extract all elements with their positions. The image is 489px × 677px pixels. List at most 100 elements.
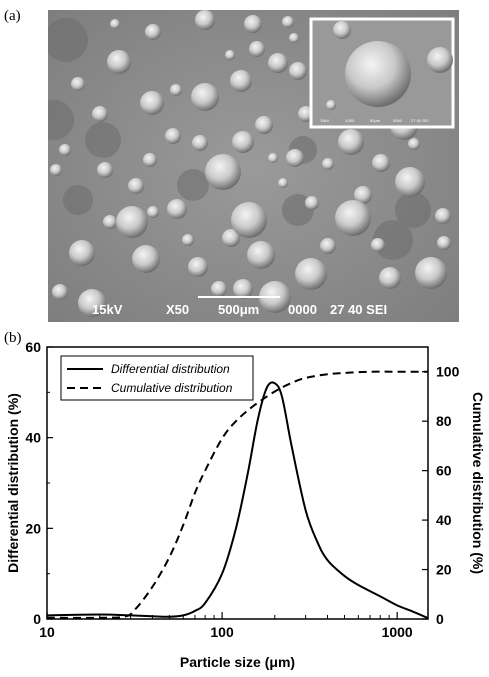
left-tick-label: 0 (33, 611, 41, 627)
powder-particle (205, 154, 241, 190)
powder-particle (195, 10, 215, 30)
powder-particle (232, 131, 254, 153)
panel-a-label: (a) (4, 8, 21, 24)
inset-caption-code: 0000 (393, 118, 403, 123)
powder-particle (233, 279, 253, 299)
right-axis: 0 20 40 60 80 100 (422, 364, 460, 627)
substrate-pit (85, 122, 121, 158)
powder-particle (191, 83, 219, 111)
powder-particle (437, 236, 451, 250)
legend-label-cumulative: Cumulative distribution (111, 381, 233, 395)
powder-particle (92, 106, 108, 122)
x-axis: 10 100 1000 (39, 612, 413, 640)
sem-image-drawing: 15kV X300 50μm 0000 27 40 SEI 15kV X50 5… (48, 10, 459, 322)
sem-caption: 15kV X50 500μm 0000 27 40 SEI (92, 296, 387, 317)
powder-particle (97, 162, 113, 178)
legend: Differential distribution Cumulative dist… (60, 355, 254, 401)
powder-particle (278, 178, 288, 188)
sem-micrograph: 15kV X300 50μm 0000 27 40 SEI 15kV X50 5… (48, 10, 459, 322)
right-tick-label: 100 (436, 364, 460, 380)
left-axis: 0 20 40 60 (25, 339, 53, 627)
powder-particle (192, 135, 208, 151)
sem-caption-code: 0000 (288, 302, 317, 317)
powder-particle (408, 138, 420, 150)
powder-particle (50, 164, 62, 176)
powder-particle (165, 128, 181, 144)
substrate-pit (48, 100, 74, 140)
powder-particle (103, 215, 117, 229)
powder-particle (230, 70, 252, 92)
powder-particle (247, 241, 275, 269)
inset-caption-scale: 50μm (370, 118, 381, 123)
differential-distribution-line (46, 381, 429, 620)
x-tick-label: 1000 (382, 624, 413, 640)
powder-particle (372, 154, 390, 172)
powder-particle (268, 153, 278, 163)
sem-caption-scale: 500μm (218, 302, 259, 317)
powder-particle (147, 206, 159, 218)
series-layer (46, 370, 429, 620)
powder-particle (188, 257, 208, 277)
powder-particle (140, 91, 164, 115)
powder-particle (320, 238, 336, 254)
inset-caption-voltage: 15kV (320, 118, 329, 123)
inset-caption-id: 27 40 SEI (411, 118, 429, 123)
y-axis-left-label: Differential distribution (%) (5, 393, 21, 573)
right-tick-label: 80 (436, 413, 452, 429)
powder-particle (69, 240, 95, 266)
powder-particle (395, 167, 425, 197)
powder-particle (182, 234, 194, 246)
x-axis-label: Particle size (μm) (180, 654, 295, 670)
right-tick-label: 40 (436, 512, 452, 528)
left-tick-label: 60 (25, 339, 41, 355)
powder-particle (145, 24, 161, 40)
sem-caption-voltage: 15kV (92, 302, 123, 317)
right-tick-label: 0 (436, 611, 444, 627)
powder-particle (354, 186, 372, 204)
powder-particle (167, 199, 187, 219)
legend-box (60, 355, 254, 401)
powder-particle (322, 158, 334, 170)
substrate-pit (63, 185, 93, 215)
substrate-pit (177, 169, 209, 201)
left-tick-label: 20 (25, 520, 41, 536)
powder-particle (282, 16, 294, 28)
powder-particle (132, 245, 160, 273)
x-tick-label: 100 (210, 624, 234, 640)
y-axis-right-label: Cumulative distribution (%) (470, 392, 486, 574)
powder-particle (222, 229, 240, 247)
particle-size-chart: 0 20 40 60 0 20 40 60 80 100 10 100 1000 Different… (5, 339, 486, 670)
powder-particle (225, 50, 235, 60)
powder-particle (268, 53, 288, 73)
right-tick-label: 60 (436, 463, 452, 479)
powder-particle (305, 196, 319, 210)
powder-particle (143, 153, 157, 167)
sem-inset: 15kV X300 50μm 0000 27 40 SEI (309, 17, 455, 129)
substrate-pit (373, 220, 413, 260)
powder-particle (59, 144, 71, 156)
powder-particle (371, 238, 385, 252)
legend-label-differential: Differential distribution (111, 362, 230, 376)
powder-particle (52, 284, 68, 300)
substrate-pit (48, 18, 88, 62)
powder-particle (231, 202, 267, 238)
x-tick-label: 10 (39, 624, 55, 640)
powder-particle (110, 19, 120, 29)
powder-particle (107, 50, 131, 74)
cumulative-distribution-line (46, 370, 428, 619)
powder-particle (116, 206, 148, 238)
powder-particle (295, 258, 327, 290)
powder-particle (286, 149, 304, 167)
sem-caption-magnification: X50 (166, 302, 189, 317)
powder-particle (128, 178, 144, 194)
sem-caption-id: 27 40 SEI (330, 302, 387, 317)
powder-particle (170, 84, 182, 96)
right-tick-label: 20 (436, 562, 452, 578)
powder-particle (78, 289, 106, 317)
powder-particle (289, 33, 299, 43)
powder-particle (255, 116, 273, 134)
panel-b-label: (b) (4, 330, 22, 346)
powder-particle (289, 62, 307, 80)
powder-particle (335, 200, 371, 236)
powder-particle (379, 267, 401, 289)
